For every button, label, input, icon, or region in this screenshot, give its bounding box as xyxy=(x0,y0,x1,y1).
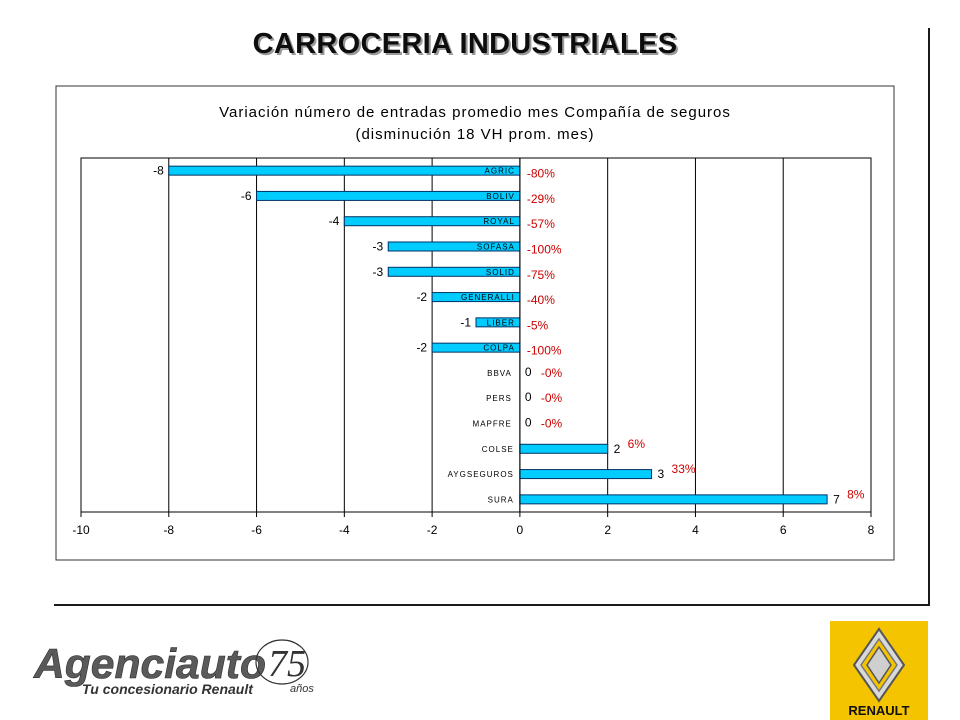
value-label: -3 xyxy=(373,265,384,279)
percent-label: -100% xyxy=(527,243,562,257)
renault-wordmark: RENAULT xyxy=(848,703,909,718)
category-label: BOLIV xyxy=(486,192,515,201)
value-label: 3 xyxy=(658,467,665,481)
category-label: COLSE xyxy=(482,445,514,454)
percent-label: -75% xyxy=(527,268,555,282)
value-label: -3 xyxy=(373,240,384,254)
bar xyxy=(519,494,828,505)
chart-subtitle: (disminución 18 VH prom. mes) xyxy=(355,126,594,143)
x-tick-label: -2 xyxy=(427,523,438,537)
value-label: 0 xyxy=(525,390,532,404)
x-tick-label: 0 xyxy=(517,523,524,537)
x-tick-label: -4 xyxy=(339,523,350,537)
agenciauto-tagline: Tu concesionario Renault xyxy=(82,681,254,697)
renault-logo: RENAULT xyxy=(830,621,928,720)
percent-label: -100% xyxy=(527,344,562,358)
value-label: -1 xyxy=(460,315,471,329)
agenciauto-logo: Agenciauto Tu concesionario Renault 75 a… xyxy=(33,639,314,697)
category-label: AGRIC xyxy=(485,167,515,176)
plot-area xyxy=(80,157,872,513)
category-label: PERS xyxy=(486,394,512,403)
agenciauto-wordmark: Agenciauto xyxy=(33,640,266,687)
category-label: ROYAL xyxy=(483,217,515,226)
x-tick-label: 2 xyxy=(604,523,611,537)
value-label: 7 xyxy=(833,492,840,506)
anniversary-number: 75 xyxy=(268,643,306,685)
x-tick-label: -8 xyxy=(163,523,174,537)
bar xyxy=(519,469,653,480)
value-label: 2 xyxy=(614,442,621,456)
value-label: 0 xyxy=(525,416,532,430)
x-tick-label: -10 xyxy=(72,523,90,537)
percent-label: -80% xyxy=(527,167,555,181)
category-label: GENERALLI xyxy=(461,293,515,302)
category-label: COLPA xyxy=(483,344,515,353)
slide-title: CARROCERIA INDUSTRIALES CARROCERIA INDUS… xyxy=(0,28,930,62)
slide-title-shadow: CARROCERIA INDUSTRIALES xyxy=(254,30,680,62)
renault-diamond-icon xyxy=(852,627,906,703)
percent-label: -0% xyxy=(541,417,563,431)
percent-label: 6% xyxy=(628,437,646,451)
anniversary-ring xyxy=(255,639,309,685)
percent-label: -29% xyxy=(527,192,555,206)
bar xyxy=(519,443,609,454)
value-label: -6 xyxy=(241,189,252,203)
value-label: -4 xyxy=(329,214,340,228)
value-label: 0 xyxy=(525,365,532,379)
category-label: BBVA xyxy=(487,369,512,378)
category-label: SOFASA xyxy=(477,243,515,252)
x-tick-label: 4 xyxy=(692,523,699,537)
value-label: -2 xyxy=(416,290,427,304)
slide-title-text: CARROCERIA INDUSTRIALES xyxy=(252,28,678,60)
category-label: LIBER xyxy=(487,318,515,327)
category-label: MAPFRE xyxy=(473,420,512,429)
value-label: -8 xyxy=(153,164,164,178)
chart-title: Variación número de entradas promedio me… xyxy=(219,104,731,121)
percent-label: -0% xyxy=(541,391,563,405)
value-label: -2 xyxy=(416,341,427,355)
percent-label: -57% xyxy=(527,217,555,231)
x-tick-label: -6 xyxy=(251,523,262,537)
x-tick-label: 8 xyxy=(868,523,875,537)
percent-label: -0% xyxy=(541,366,563,380)
bar xyxy=(256,190,521,201)
category-label: AYGSEGUROS xyxy=(448,470,514,479)
percent-label: -5% xyxy=(527,318,549,332)
percent-label: -40% xyxy=(527,293,555,307)
anniversary-75-badge: 75 años xyxy=(255,639,314,695)
percent-label: 33% xyxy=(672,462,696,476)
bar xyxy=(168,165,521,176)
category-label: SURA xyxy=(488,495,514,504)
anniversary-unit: años xyxy=(290,683,314,695)
x-tick-label: 6 xyxy=(780,523,787,537)
category-label: SOLID xyxy=(486,268,515,277)
percent-label: 8% xyxy=(847,487,865,501)
